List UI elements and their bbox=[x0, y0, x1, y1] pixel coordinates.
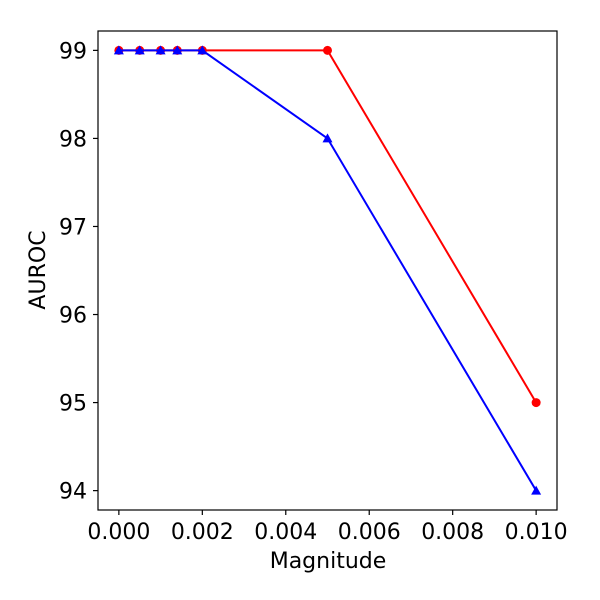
y-axis-title: AUROC bbox=[26, 230, 51, 309]
triangle-marker bbox=[322, 133, 333, 143]
x-tick-label: 0.006 bbox=[338, 520, 401, 545]
series-line-2 bbox=[118, 49, 538, 492]
y-tick-label: 98 bbox=[59, 127, 87, 152]
y-tick-label: 97 bbox=[59, 215, 87, 240]
series-line-1 bbox=[118, 49, 538, 404]
x-tick-label: 0.008 bbox=[421, 520, 484, 545]
x-axis-ticks: 0.000 0.002 0.004 0.006 0.008 0.010 bbox=[87, 510, 568, 545]
triangle-marker bbox=[113, 45, 124, 55]
y-axis-ticks: 94 95 96 97 98 99 bbox=[59, 39, 98, 505]
plot-frame bbox=[97, 30, 558, 511]
x-tick-label: 0.010 bbox=[505, 520, 568, 545]
x-axis-title: Magnitude bbox=[270, 549, 387, 574]
triangle-marker bbox=[197, 45, 208, 55]
triangle-marker bbox=[172, 45, 183, 55]
series-layer bbox=[113, 45, 542, 495]
triangle-marker bbox=[155, 45, 166, 55]
circle-marker bbox=[323, 45, 332, 55]
y-tick-label: 94 bbox=[59, 480, 87, 505]
y-tick-label: 96 bbox=[59, 304, 87, 329]
y-tick-label: 99 bbox=[59, 39, 87, 64]
triangle-marker bbox=[531, 485, 542, 495]
x-tick-label: 0.004 bbox=[254, 520, 317, 545]
circle-marker bbox=[531, 398, 541, 408]
y-tick-label: 95 bbox=[59, 392, 87, 417]
x-tick-label: 0.002 bbox=[171, 520, 234, 545]
x-tick-label: 0.000 bbox=[87, 520, 150, 545]
triangle-marker bbox=[134, 45, 145, 55]
